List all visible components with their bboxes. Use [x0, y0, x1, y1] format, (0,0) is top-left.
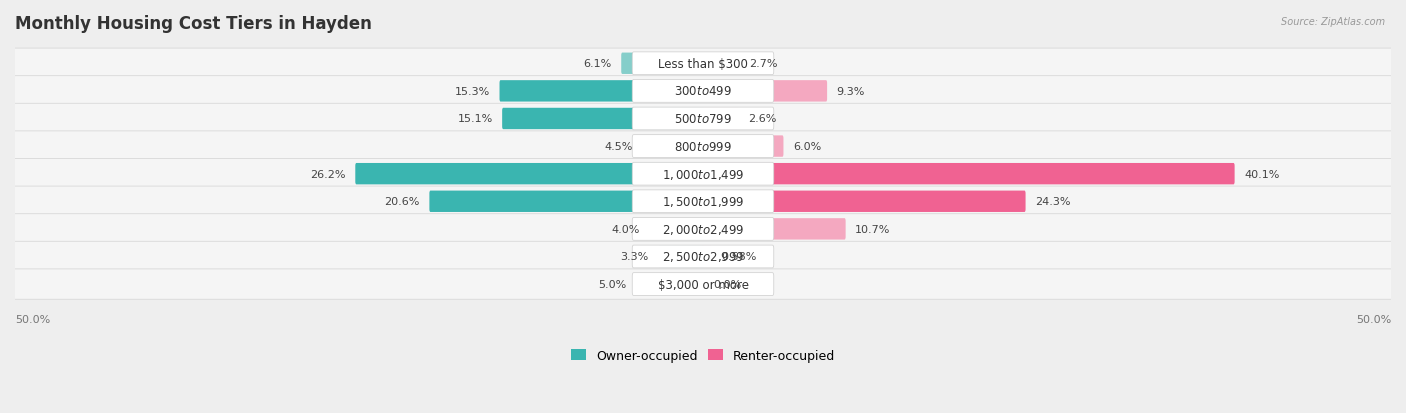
Text: 4.5%: 4.5% [605, 142, 633, 152]
Text: Monthly Housing Cost Tiers in Hayden: Monthly Housing Cost Tiers in Hayden [15, 15, 371, 33]
Text: 15.3%: 15.3% [454, 87, 489, 97]
FancyBboxPatch shape [633, 53, 773, 76]
Text: 20.6%: 20.6% [384, 197, 420, 207]
FancyBboxPatch shape [702, 53, 740, 75]
FancyBboxPatch shape [13, 104, 1393, 134]
Text: $1,500 to $1,999: $1,500 to $1,999 [662, 195, 744, 209]
Text: 24.3%: 24.3% [1035, 197, 1070, 207]
FancyBboxPatch shape [13, 159, 1393, 190]
FancyBboxPatch shape [633, 245, 773, 268]
Text: 2.7%: 2.7% [749, 59, 778, 69]
Text: $2,500 to $2,999: $2,500 to $2,999 [662, 250, 744, 264]
FancyBboxPatch shape [702, 191, 1025, 212]
FancyBboxPatch shape [702, 109, 738, 130]
FancyBboxPatch shape [702, 81, 827, 102]
Text: 9.3%: 9.3% [837, 87, 865, 97]
FancyBboxPatch shape [633, 163, 773, 185]
FancyBboxPatch shape [621, 53, 704, 75]
Text: $300 to $499: $300 to $499 [673, 85, 733, 98]
Text: $2,000 to $2,499: $2,000 to $2,499 [662, 222, 744, 236]
FancyBboxPatch shape [13, 76, 1393, 107]
Text: 50.0%: 50.0% [15, 314, 51, 324]
Text: 26.2%: 26.2% [311, 169, 346, 179]
FancyBboxPatch shape [13, 187, 1393, 217]
FancyBboxPatch shape [499, 81, 704, 102]
FancyBboxPatch shape [13, 269, 1393, 299]
FancyBboxPatch shape [13, 49, 1393, 79]
Text: 10.7%: 10.7% [855, 224, 890, 234]
FancyBboxPatch shape [633, 108, 773, 131]
FancyBboxPatch shape [702, 246, 711, 268]
Text: $500 to $799: $500 to $799 [673, 113, 733, 126]
FancyBboxPatch shape [702, 136, 783, 157]
FancyBboxPatch shape [643, 136, 704, 157]
FancyBboxPatch shape [702, 164, 1234, 185]
FancyBboxPatch shape [633, 80, 773, 103]
Text: 40.1%: 40.1% [1244, 169, 1279, 179]
Text: 0.0%: 0.0% [714, 280, 742, 290]
Text: 4.0%: 4.0% [612, 224, 640, 234]
Text: $3,000 or more: $3,000 or more [658, 278, 748, 291]
FancyBboxPatch shape [633, 135, 773, 158]
Text: 50.0%: 50.0% [1355, 314, 1391, 324]
Text: Less than $300: Less than $300 [658, 58, 748, 71]
Text: $1,000 to $1,499: $1,000 to $1,499 [662, 167, 744, 181]
Legend: Owner-occupied, Renter-occupied: Owner-occupied, Renter-occupied [567, 344, 839, 367]
FancyBboxPatch shape [356, 164, 704, 185]
Text: 6.0%: 6.0% [793, 142, 821, 152]
FancyBboxPatch shape [13, 242, 1393, 272]
Text: 0.58%: 0.58% [721, 252, 756, 262]
FancyBboxPatch shape [13, 132, 1393, 162]
FancyBboxPatch shape [658, 246, 704, 268]
FancyBboxPatch shape [13, 214, 1393, 244]
Text: 6.1%: 6.1% [583, 59, 612, 69]
FancyBboxPatch shape [633, 190, 773, 213]
FancyBboxPatch shape [633, 218, 773, 241]
FancyBboxPatch shape [633, 273, 773, 296]
Text: 15.1%: 15.1% [457, 114, 492, 124]
Text: Source: ZipAtlas.com: Source: ZipAtlas.com [1281, 17, 1385, 26]
Text: $800 to $999: $800 to $999 [673, 140, 733, 153]
Text: 3.3%: 3.3% [620, 252, 648, 262]
FancyBboxPatch shape [702, 218, 845, 240]
FancyBboxPatch shape [429, 191, 704, 212]
FancyBboxPatch shape [502, 109, 704, 130]
Text: 5.0%: 5.0% [598, 280, 626, 290]
FancyBboxPatch shape [636, 274, 704, 295]
Text: 2.6%: 2.6% [748, 114, 776, 124]
FancyBboxPatch shape [650, 218, 704, 240]
